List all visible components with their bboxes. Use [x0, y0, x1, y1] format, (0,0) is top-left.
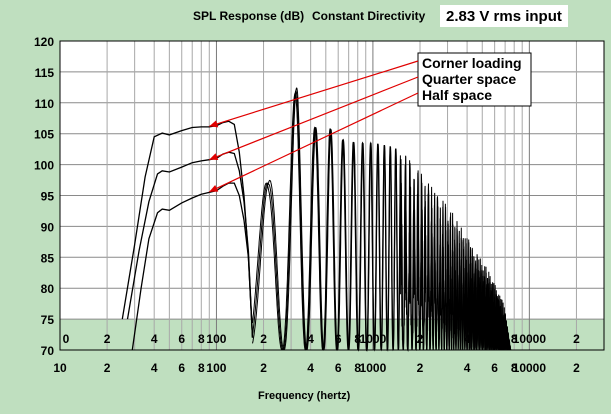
- plot-frame: [59, 40, 605, 351]
- y-tick-label: 105: [34, 128, 54, 142]
- x-tick-label: 100: [206, 361, 226, 375]
- y-tick-label: 100: [34, 159, 54, 173]
- lower-band: [60, 319, 604, 350]
- x-tick-inner-label: 4: [151, 332, 158, 346]
- annotation-arrowhead: [209, 184, 219, 192]
- y-tick-label: 95: [41, 190, 55, 204]
- x-tick-inner-label: 6: [178, 332, 185, 346]
- x-tick-label: 1000: [360, 361, 387, 375]
- x-tick-inner-label: 8: [511, 332, 518, 346]
- x-tick-label: 4: [151, 361, 158, 375]
- legend-entry: Half space: [422, 87, 492, 103]
- y-tick-label: 70: [41, 344, 55, 358]
- x-tick-inner-label: 2: [104, 332, 111, 346]
- x-tick-inner-label: 2: [573, 332, 580, 346]
- annotation-arrowhead: [209, 153, 219, 161]
- series-line-hf: [252, 92, 512, 352]
- x-tick-label: 10: [53, 361, 67, 375]
- annotation-arrows: [209, 60, 419, 193]
- y-tick-label: 120: [34, 35, 54, 49]
- x-tick-inner-label: 10000: [513, 332, 547, 346]
- y-tick-label: 110: [35, 97, 55, 111]
- x-tick-label: 4: [464, 361, 471, 375]
- y-tick-label: 90: [41, 220, 55, 234]
- x-tick-label: 2: [573, 361, 580, 375]
- legend-box: [417, 52, 532, 107]
- annotation-arrowhead: [209, 120, 219, 128]
- x-tick-label: 6: [178, 361, 185, 375]
- x-tick-label: 4: [307, 361, 314, 375]
- x-tick-inner-label: 100: [206, 332, 226, 346]
- x-tick-inner-label: 2: [260, 332, 267, 346]
- x-tick-label: 2: [260, 361, 267, 375]
- x-tick-label: 6: [491, 361, 498, 375]
- x-tick-label: 2: [104, 361, 111, 375]
- y-axis-ticks: 70 75 80 85 90 95 100 105 110 115 120: [34, 35, 54, 358]
- annotation-arrow: [209, 76, 419, 161]
- curves: [121, 87, 512, 352]
- x-tick-label: 10000: [513, 361, 547, 375]
- y-tick-label: 85: [41, 251, 55, 265]
- series-line: [121, 120, 254, 338]
- input-note-box: [440, 5, 568, 27]
- y-tick-label: 115: [35, 66, 55, 80]
- x-tick-inner-label: 0: [63, 332, 70, 346]
- x-tick-label: 8: [198, 361, 205, 375]
- chart-title: SPL Response (dB): [193, 9, 304, 23]
- x-axis-label: Frequency (hertz): [258, 390, 351, 402]
- legend-entry: Quarter space: [422, 71, 516, 87]
- x-tick-label: 6: [335, 361, 342, 375]
- y-tick-label: 80: [41, 282, 55, 296]
- chart-subtitle: Constant Directivity: [312, 9, 426, 23]
- annotation-arrow: [209, 60, 419, 127]
- x-tick-inner-label: 8: [198, 332, 205, 346]
- y-tick-label: 75: [41, 313, 55, 327]
- annotation-arrow: [209, 92, 419, 193]
- x-tick-label: 2: [417, 361, 424, 375]
- x-tick-label: 8: [354, 361, 361, 375]
- x-tick-inner-label: 4: [307, 332, 314, 346]
- x-tick-label: 8: [511, 361, 518, 375]
- legend-entry: Corner loading: [422, 55, 522, 71]
- input-note: 2.83 V rms input: [446, 8, 562, 25]
- series-line: [126, 151, 254, 338]
- series-line: [131, 182, 254, 351]
